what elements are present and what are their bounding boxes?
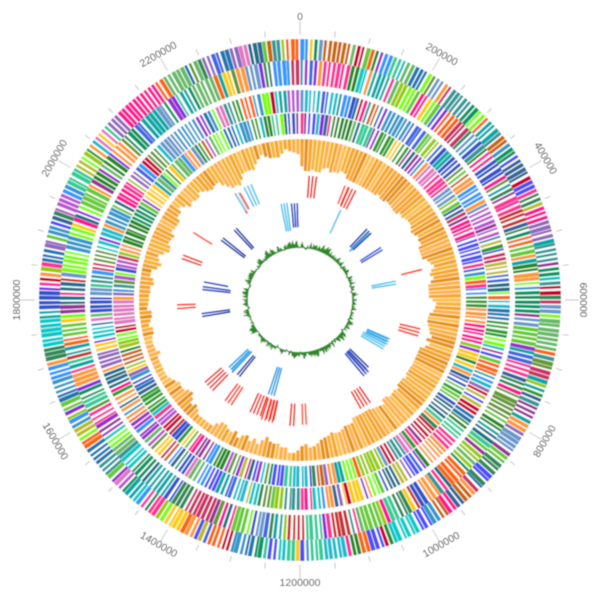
svg-text:600000: 600000 (577, 282, 589, 317)
svg-text:1200000: 1200000 (280, 577, 321, 589)
svg-text:0: 0 (297, 11, 303, 23)
svg-text:1800000: 1800000 (11, 279, 23, 320)
